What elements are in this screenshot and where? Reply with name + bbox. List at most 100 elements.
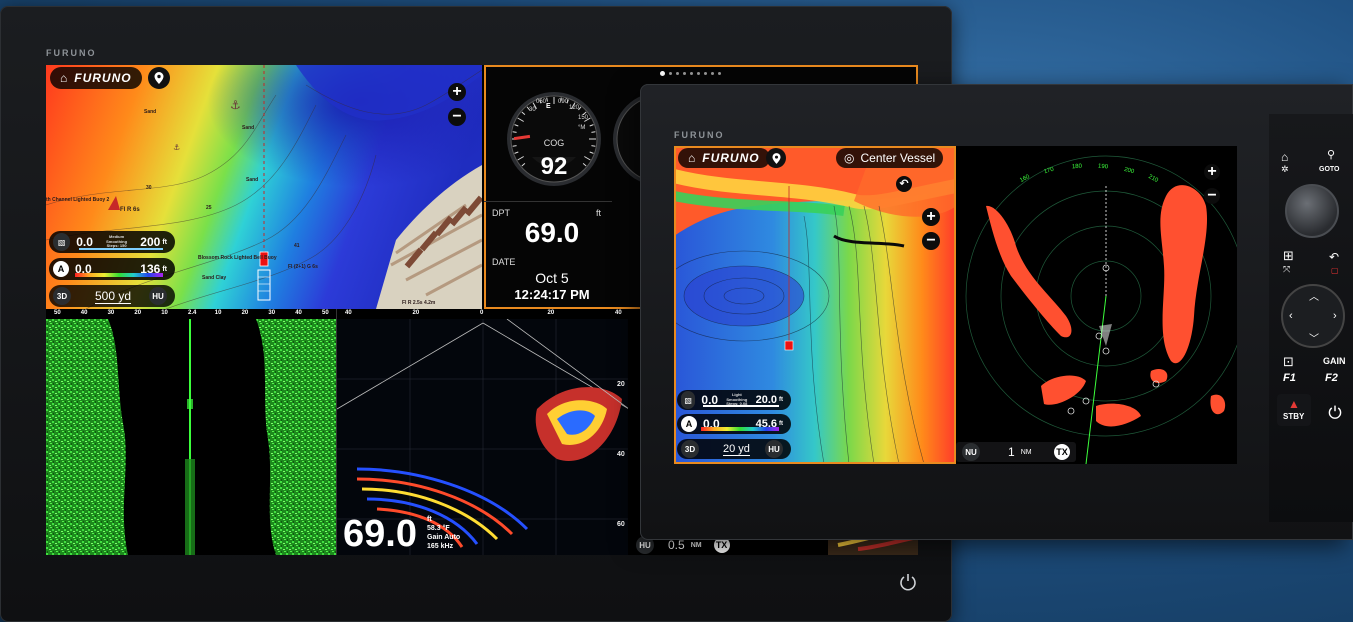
depth-palette-bar[interactable]: A 0.0 136 ft (49, 258, 175, 280)
gauge-east-label: E (546, 103, 551, 110)
page-dot[interactable] (669, 72, 672, 75)
chart-label-sand-clay: Sand Clay (202, 275, 227, 281)
smoothing-bar[interactable]: ▧ 0.0 Light Smoothing Steps: 0.08 20.0 f… (677, 390, 791, 410)
cancel-icon[interactable]: ▢ (1331, 266, 1339, 275)
chevron-down-icon[interactable]: ﹀ (1309, 334, 1319, 345)
home-button[interactable]: ⌂ FURUNO (678, 148, 770, 168)
chevron-right-icon[interactable]: › (1333, 310, 1337, 322)
page-dot[interactable] (676, 72, 679, 75)
gain-label[interactable]: GAIN (1323, 356, 1346, 366)
gear-icon[interactable]: ✲ (1281, 164, 1289, 174)
home-button[interactable]: ⌂ FURUNO (50, 67, 142, 89)
radar-strip-bar[interactable]: HU 0.5 NM TX (630, 535, 736, 555)
page-dot[interactable] (690, 72, 693, 75)
page-dot[interactable] (660, 71, 665, 76)
radar-orientation-button[interactable]: NU (962, 443, 980, 461)
fishfinder-range-scale: 40 20 0 20 40 (337, 309, 628, 319)
radar-status-bar[interactable]: NU 1 NM TX (956, 442, 1076, 462)
gauge-tick (589, 124, 594, 127)
page-indicator[interactable] (660, 71, 721, 76)
gauge-tick (566, 99, 569, 104)
gauge-tick (514, 151, 519, 154)
scale-bar[interactable]: 3D 20 yd HU (677, 439, 791, 459)
location-pin-icon[interactable] (148, 67, 170, 89)
bearing-tick-label: 190 (1097, 163, 1109, 171)
directional-pad[interactable]: ︿ ﹀ ‹ › (1281, 284, 1345, 348)
small-radar-pane[interactable]: 160 170 180 190 200 210 + − NU 1 NM TX (956, 146, 1237, 464)
range-tick-label: 20 (547, 310, 555, 316)
small-chart-pane[interactable]: ⌂ FURUNO ◎ Center Vessel ↶ + − ▧ 0.0 Lig… (674, 146, 956, 464)
back-icon[interactable]: ↶ (1329, 250, 1340, 264)
depth-palette-bar[interactable]: A 0.0 45.6 ft (677, 414, 791, 434)
svg-text:⚓: ⚓ (230, 98, 241, 112)
scale-bar[interactable]: 3D 500 yd HU (49, 285, 175, 307)
gauge-tick (512, 145, 517, 147)
location-pin-icon[interactable] (766, 148, 786, 168)
smoothing-icon: ▧ (681, 391, 696, 409)
sidescan-pane[interactable]: 50 40 30 20 10 2.4 10 20 30 40 50 (46, 309, 336, 555)
target-icon: ◎ (844, 151, 855, 165)
location-pin-icon[interactable]: ⚲ (1327, 149, 1336, 161)
gauge-tick (571, 102, 576, 109)
smoothing-bar[interactable]: ▧ 0.0 Medium Smoothing Steps: 150 200 ft (49, 231, 175, 253)
zoom-out-button[interactable]: − (922, 232, 940, 250)
gauge-unit-label: °M (578, 125, 586, 131)
f2-label[interactable]: F2 (1325, 372, 1338, 384)
heading-up-button[interactable]: HU (149, 287, 167, 305)
rotary-knob[interactable] (1285, 184, 1339, 238)
zoom-in-button[interactable]: + (448, 83, 466, 101)
stby-button[interactable]: ▲ STBY (1277, 394, 1311, 426)
zoom-in-button[interactable]: + (922, 208, 940, 226)
smoothing-steps: Steps: 0.08 (726, 401, 748, 407)
large-chart-pane[interactable]: ⚓ ⚓ Sand Sand Sand Sand Clay th Channel … (46, 65, 482, 309)
view-3d-button[interactable]: 3D (53, 287, 71, 305)
range-tick-label: 50 (54, 310, 61, 316)
chart-label-sand: Sand (144, 109, 157, 115)
range-tick-label: 20 (241, 310, 249, 316)
fishfinder-pane[interactable]: 40 20 0 20 40 20 40 60 69.0 ft 58.3 °F Gain … (336, 309, 628, 555)
chevron-up-icon[interactable]: ︿ (1309, 292, 1319, 303)
view-3d-button[interactable]: 3D (681, 440, 699, 458)
gain-mode: Gain Auto (427, 534, 461, 541)
chart-label-sand: Sand (246, 177, 259, 183)
center-vessel-button[interactable]: ◎ Center Vessel (836, 148, 944, 168)
chevron-left-icon[interactable]: ‹ (1289, 310, 1293, 322)
smoothing-steps: Steps: 150 (106, 243, 127, 249)
page-dot[interactable] (683, 72, 686, 75)
radar-tx-button[interactable]: TX (1054, 444, 1070, 460)
range-tick-label: 40 (295, 310, 302, 316)
home-icon[interactable]: ⌂ (1281, 150, 1289, 164)
page-dot[interactable] (718, 72, 721, 75)
page-dot[interactable] (697, 72, 700, 75)
heading-up-button[interactable]: HU (765, 440, 783, 458)
gauge-tick (560, 97, 562, 102)
goto-label[interactable]: GOTO (1319, 166, 1340, 173)
smoothing-slider-track (703, 405, 779, 407)
f1-label[interactable]: F1 (1283, 372, 1296, 384)
radar-tx-button[interactable]: TX (713, 537, 730, 553)
radar-zoom-out-button[interactable]: − (1204, 188, 1220, 204)
expand-icon[interactable]: ⤧ (1283, 264, 1291, 274)
undo-icon[interactable]: ↶ (896, 176, 912, 192)
display-icon[interactable]: ⊡ (1283, 354, 1294, 369)
range-tick-label: 0 (480, 310, 484, 316)
layout-icon[interactable]: ⊞ (1283, 248, 1294, 263)
power-icon[interactable] (898, 572, 918, 592)
radar-range-unit: NM (690, 541, 702, 549)
home-brand-label: FURUNO (702, 151, 760, 165)
gauge-tick (517, 117, 524, 122)
power-icon[interactable] (1327, 404, 1343, 420)
smoothing-max-value: 200 (140, 235, 161, 249)
radar-range: 0.5 (668, 538, 685, 552)
page-dot[interactable] (704, 72, 707, 75)
page-dot[interactable] (711, 72, 714, 75)
range-tick-label: 40 (80, 310, 88, 316)
chart-label-light: Fl R 2.5s 4.2m (402, 300, 436, 306)
stby-icon: ▲ (1288, 397, 1300, 411)
depth-palette-unit: ft (779, 421, 783, 427)
gauge-tick (514, 124, 519, 127)
gauge-tick (591, 131, 596, 133)
zoom-out-button[interactable]: − (448, 108, 466, 126)
radar-zoom-in-button[interactable]: + (1204, 164, 1220, 180)
radar-orientation-button[interactable]: HU (636, 536, 654, 554)
